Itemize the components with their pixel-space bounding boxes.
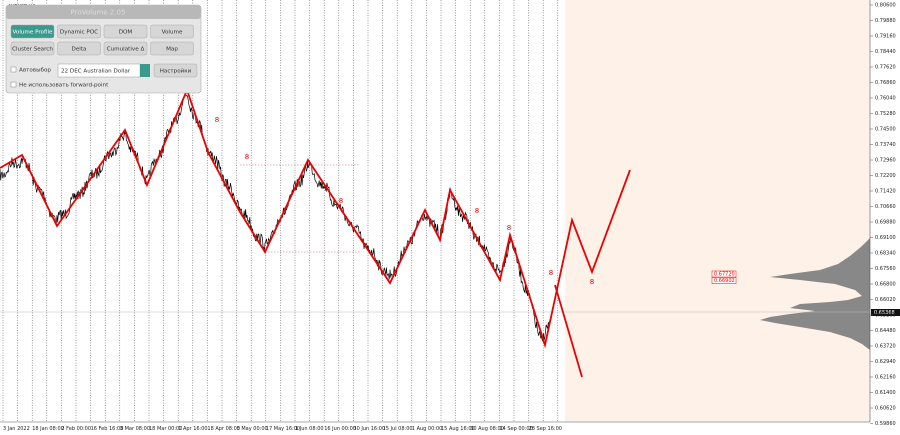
wave-label: 8 (507, 224, 511, 232)
panel-header (6, 5, 201, 19)
price-label: 0.76860 (875, 80, 896, 86)
date-label: 1 Jun 08:00 (295, 426, 324, 432)
checkbox[interactable] (10, 66, 17, 73)
price-axis (870, 0, 900, 435)
price-label: 0.67560 (875, 266, 896, 272)
date-label: 3 May 00:00 (237, 426, 268, 432)
button-label: Delta (72, 47, 87, 53)
date-label: 15 Jul 08:00 (383, 426, 413, 432)
price-label: 0.73740 (875, 142, 896, 148)
date-label: 15 Aug 16:00 (441, 426, 475, 432)
checkbox-label: Автовыбор (19, 68, 51, 74)
panel-button[interactable] (57, 24, 101, 39)
panel-button[interactable] (103, 24, 148, 39)
price-label: 0.70660 (875, 204, 896, 210)
price-label: 0.72200 (875, 173, 896, 179)
price-label: 0.68340 (875, 251, 896, 257)
price-label: 0.62160 (875, 375, 896, 381)
wave-label: 8 (549, 269, 553, 277)
date-label: 18 Apr 08:00 (207, 426, 240, 432)
price-label: 0.79160 (875, 34, 896, 40)
level-tag (711, 277, 737, 284)
price-label: 0.80600 (875, 3, 896, 9)
date-label: 14 Sep 00:00 (499, 426, 532, 432)
button-label: Volume (162, 30, 183, 36)
date-label: 28 Sep 16:00 (529, 426, 562, 432)
panel-button[interactable] (57, 41, 101, 56)
settings-button[interactable] (153, 63, 198, 78)
date-label: 16 Jun 00:00 (324, 426, 356, 432)
date-label: 30 Jun 16:00 (353, 426, 385, 432)
button-label: Dynamic POC (60, 30, 98, 36)
date-label: 17 May 16:00 (266, 426, 300, 432)
wave-labels: 8 8 8 8 8 8 8 (215, 116, 594, 286)
price-label: 0.60620 (875, 406, 896, 412)
panel-button[interactable] (10, 24, 55, 39)
date-label: 3 Jan 2022 (3, 426, 30, 432)
price-label: 0.77620 (875, 65, 896, 71)
volume-profile (760, 238, 870, 350)
button-label: Cumulative Δ (107, 47, 145, 53)
profile-area (565, 0, 870, 422)
panel: ProVolume 2.05 Volume Profile Dynamic POC… (5, 4, 202, 94)
price-label: 0.76040 (875, 96, 896, 102)
current-price: 0.65368 (874, 310, 895, 316)
button-label: Cluster Search (12, 47, 53, 53)
wave-label: 8 (339, 197, 343, 205)
price-series (0, 94, 553, 342)
panel-title: ProVolume 2.05 (71, 9, 126, 17)
level-tag (711, 270, 737, 278)
panel-button[interactable] (150, 24, 194, 39)
zigzag (0, 87, 631, 349)
price-label: 0.71420 (875, 189, 896, 195)
button-label: DOM (119, 30, 133, 36)
price-label: 0.69880 (875, 220, 896, 226)
date-label: 1 Aug 00:00 (412, 426, 443, 432)
current-price-tag (871, 309, 900, 316)
price-label: 0.59860 (875, 421, 896, 427)
zigzag (554, 284, 583, 378)
checkbox[interactable] (10, 81, 17, 88)
panel-button[interactable] (103, 41, 148, 56)
wave-label: 8 (245, 153, 249, 161)
date-label: 1 Apr 16:00 (178, 426, 207, 432)
price-label: 0.74500 (875, 127, 896, 133)
price-label: 0.62940 (875, 359, 896, 365)
level-label: 0.66902 (714, 278, 735, 284)
price-label: 0.72960 (875, 158, 896, 164)
date-label: 30 Aug 08:00 (470, 426, 504, 432)
date-label: 18 Jan 08:00 (32, 426, 64, 432)
price-label: 0.64480 (875, 328, 896, 334)
checkbox-label: Не использовать forward-point (19, 83, 109, 89)
price-label: 0.61400 (875, 390, 896, 396)
price-label: 0.79880 (875, 18, 896, 24)
price-label: 0.78440 (875, 49, 896, 55)
price-label: 0.75280 (875, 111, 896, 117)
wave-label: 8 (590, 278, 594, 286)
date-label: 16 Feb 16:00 (91, 426, 124, 432)
price-label: 0.65260 (875, 313, 896, 319)
button-label: Map (166, 47, 178, 53)
dropdown-button[interactable] (140, 64, 150, 77)
panel-button[interactable] (10, 41, 55, 56)
panel-button[interactable] (150, 41, 194, 56)
date-label: 18 Mar 00:00 (149, 426, 182, 432)
price-label: 0.63720 (875, 344, 896, 350)
price-label: 0.66020 (875, 297, 896, 303)
date-label: 2 Feb 00:00 (61, 426, 91, 432)
wave-label: 8 (475, 207, 479, 215)
level-label: 0.67720 (714, 272, 735, 278)
price-label: 0.66800 (875, 282, 896, 288)
wave-label: 8 (215, 116, 219, 124)
instrument: 22 DEC Australian Dollar (61, 69, 131, 75)
settings-label: Настройки (160, 68, 192, 75)
price-label: 0.69100 (875, 235, 896, 241)
date-label: 3 Mar 08:00 (120, 426, 150, 432)
button-label: Volume Profile (13, 30, 54, 36)
